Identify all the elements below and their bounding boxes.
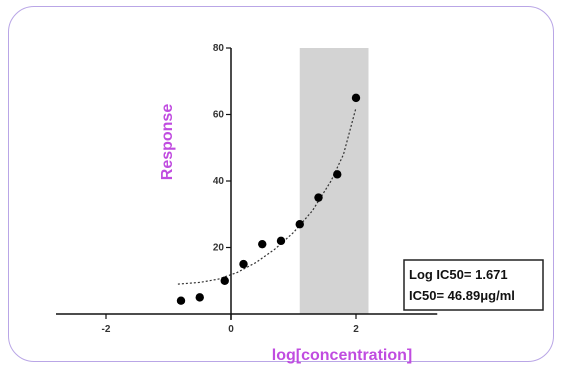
data-points-layer — [176, 93, 361, 305]
data-point — [176, 296, 186, 305]
y-tick-label: 40 — [213, 176, 225, 187]
data-point — [276, 236, 286, 246]
log-ic50-label: Log IC50= 1.671 — [409, 267, 508, 282]
ic50-annotation-box: Log IC50= 1.671 IC50= 46.89μg/ml — [403, 259, 544, 311]
fit-curve — [177, 107, 357, 285]
fit-curve-layer — [177, 107, 357, 285]
y-tick-label: 80 — [213, 43, 225, 54]
x-tick-label: 2 — [353, 324, 359, 335]
shaded-band — [299, 48, 369, 314]
y-tick-label: 60 — [213, 110, 225, 121]
ic50-label: IC50= 46.89μg/ml — [409, 288, 515, 303]
data-point — [195, 293, 204, 302]
x-tick-label: -2 — [102, 324, 111, 335]
data-point — [220, 276, 229, 285]
y-tick-label: 20 — [213, 243, 225, 254]
y-axis-title: Response — [159, 104, 176, 181]
data-point — [333, 170, 342, 179]
axes: -2 0 2 20 40 60 80 — [56, 43, 438, 335]
data-point — [314, 193, 323, 202]
x-tick-label: 0 — [228, 324, 234, 335]
x-axis-title: log[concentration] — [272, 347, 412, 364]
data-point — [239, 259, 248, 269]
shaded-band-layer — [299, 48, 369, 314]
data-point — [258, 239, 267, 249]
data-point — [351, 93, 361, 103]
data-point — [295, 220, 304, 229]
